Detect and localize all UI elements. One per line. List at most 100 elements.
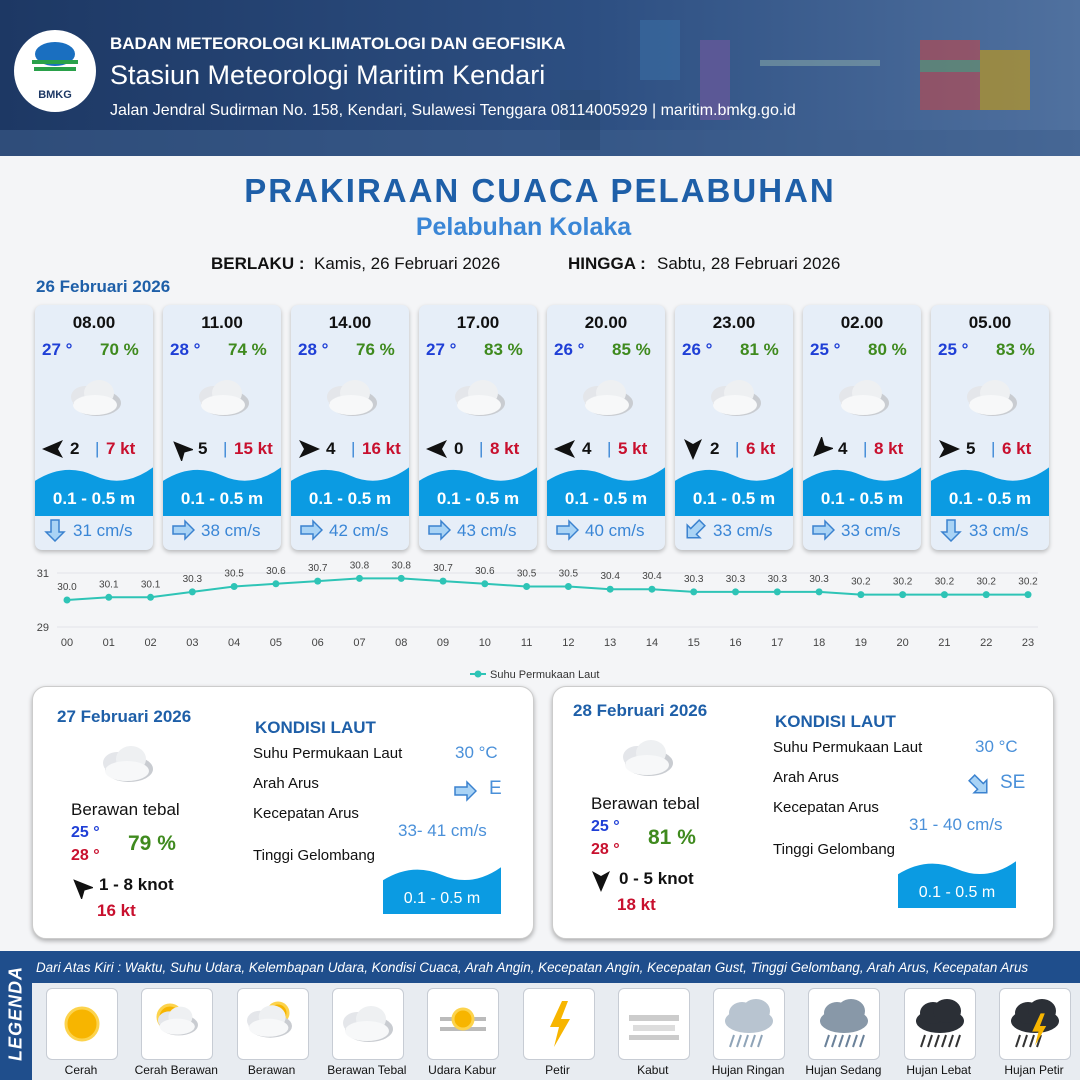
wave-band-svg [291,467,409,516]
rain [852,1034,859,1048]
x-tick-label: 06 [312,637,324,649]
time: 20.00 [584,313,628,332]
cloud [199,380,249,416]
wind-direction [681,437,705,461]
wind-direction-svg [592,871,610,892]
weather-icon [957,373,1027,421]
wave-height: 0.1 - 0.5 m [918,884,996,901]
banner-shape [920,40,980,110]
wind-arrow [813,435,835,457]
x-tick-label: 14 [646,637,658,649]
rain [743,1034,750,1048]
time: 05.00 [968,313,1012,332]
legend-icon-svg [628,1015,679,1040]
humidity: 85 % [612,340,651,359]
current-speed: 31 cm/s [73,521,133,540]
rain [838,1034,845,1048]
wave-height: 0.1 - 0.5 m [948,489,1032,508]
wave-height: 0.1 - 0.5 m [52,489,136,508]
weather-icon [61,373,131,421]
separator: | [991,439,996,458]
current-direction [811,518,836,542]
legend-icon-svg [342,1006,393,1042]
value-label: 30.6 [475,566,495,577]
current-arrow [44,519,66,543]
weather-icon-svg [455,380,505,416]
wind-direction [41,437,65,461]
temperature: 25 ° [938,340,969,359]
weather-icon-svg [839,380,889,416]
sst-point [899,591,907,599]
x-tick-label: 11 [521,637,532,649]
wave-height: 0.1 - 0.5 m [180,489,264,508]
wind-speed: 5 [966,439,976,458]
current-direction-svg [968,774,988,794]
bolt [1032,1013,1047,1046]
wind-direction [297,437,321,461]
current-speed: 38 cm/s [201,521,261,540]
legend-icon [236,988,309,1060]
address: Jalan Jendral Sudirman No. 158, Kendari,… [110,102,796,119]
wind-direction [937,437,961,461]
x-tick-label: 04 [228,637,240,649]
time: 17.00 [456,313,500,332]
value-label: 30.3 [768,574,788,585]
wave-band-svg [547,467,665,516]
current-arrow [556,519,580,541]
rain [729,1034,736,1048]
separator: | [95,439,100,458]
value-label: 30.7 [308,563,328,574]
current-speed: 43 cm/s [457,521,517,540]
wind-arrow [939,440,960,458]
sst-line [66,577,1028,601]
wave-height: 0.1 - 0.5 m [308,489,392,508]
temperature: 28 ° [298,340,329,359]
wind-direction [809,435,835,461]
sst-point [1024,591,1032,599]
legend-label: LEGENDA [5,966,26,1062]
wave-band [419,462,537,516]
temp-min: 25 ° [71,824,100,841]
legend-strip [0,951,32,1080]
current-speed: 42 cm/s [329,521,389,540]
title: PRAKIRAAN CUACA PELABUHAN [244,172,836,209]
cloud [103,746,153,782]
gust: 16 kt [97,901,136,920]
gust: 16 kt [362,439,401,458]
header-banner [0,0,1080,156]
wave-height: 0.1 - 0.5 m [403,890,481,907]
forecast-card: 17.00 27 ° 83 % 0 | 8 kt 0.1 - 0.5 m 43 cm/s [419,305,537,550]
current-direction [43,518,67,543]
x-tick-label: 23 [1022,637,1034,649]
humidity: 81 % [740,340,779,359]
sst-point [523,583,531,590]
current-direction [453,779,478,803]
wind-speed: 4 [838,439,848,458]
value-label: 30.5 [559,569,579,580]
legend-icon [331,988,404,1060]
y-tick-label: 31 [37,568,49,580]
wave-band-svg [163,467,281,516]
banner-shape [760,60,880,66]
rain [845,1034,852,1048]
temperature: 27 ° [426,340,457,359]
sst-value: 30 °C [975,737,1018,756]
wind-speed: 0 [454,439,464,458]
sun [451,1007,475,1031]
sea-label: Tinggi Gelombang [253,847,376,864]
forecast-card: 14.00 28 ° 76 % 4 | 16 kt 0.1 - 0.5 m 42 cm/s [291,305,409,550]
sea-label: Arah Arus [773,769,839,786]
wind-speed: 4 [582,439,592,458]
separator: | [735,439,740,458]
weather-icon-svg [103,746,153,782]
value-label: 30.2 [1018,577,1038,588]
wind-direction-svg [426,440,447,458]
rain [933,1034,940,1048]
bolt [549,1001,570,1047]
legend-icon [427,988,500,1060]
weather-icon [93,739,163,787]
wave [803,467,921,516]
sst-point [397,574,405,582]
x-tick-label: 05 [270,637,282,649]
